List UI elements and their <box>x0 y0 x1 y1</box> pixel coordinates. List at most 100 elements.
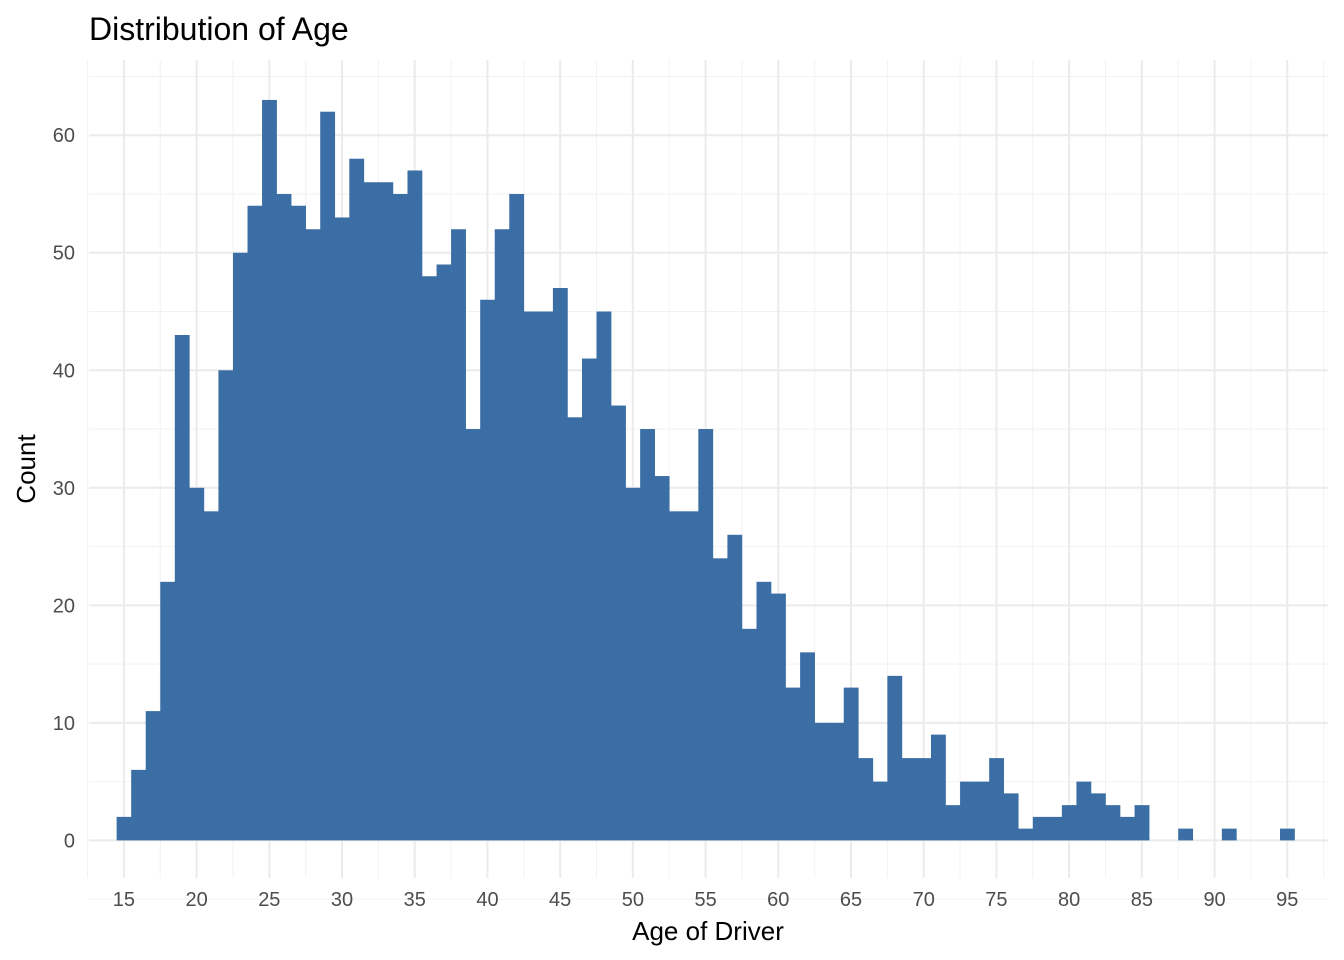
x-tick-label: 45 <box>549 889 571 911</box>
histogram-bar <box>785 687 801 841</box>
histogram-bar <box>349 158 365 841</box>
histogram-bar <box>771 593 786 841</box>
histogram-bar <box>712 558 728 841</box>
x-axis-title: Age of Driver <box>632 916 784 946</box>
histogram-bar <box>654 476 670 841</box>
x-tick-labels: 15 20 25 30 35 40 45 50 55 60 65 70 75 80 85 90 95 <box>113 889 1299 911</box>
x-tick-label: 95 <box>1276 889 1298 911</box>
histogram-bar <box>218 370 234 841</box>
y-tick-label: 50 <box>53 243 75 265</box>
histogram-bar <box>523 311 539 841</box>
histogram-bar <box>581 358 597 841</box>
histogram-bar <box>189 487 205 841</box>
x-tick-label: 30 <box>331 889 353 911</box>
histogram-bar <box>1090 793 1106 841</box>
histogram-bar <box>625 487 641 841</box>
y-tick-label: 20 <box>53 595 75 617</box>
histogram-bar <box>567 417 583 841</box>
histogram-bar <box>509 193 525 841</box>
histogram-bar <box>930 734 946 841</box>
y-tick-label: 0 <box>64 830 75 852</box>
histogram-bar <box>698 429 714 841</box>
y-tick-label: 30 <box>53 478 75 500</box>
histogram-bar <box>131 769 147 841</box>
chart-title: Distribution of Age <box>89 11 349 47</box>
histogram-bar <box>611 405 626 841</box>
bars <box>116 99 1295 841</box>
histogram-bar <box>291 205 306 841</box>
histogram-bar <box>1061 805 1077 841</box>
x-tick-label: 70 <box>913 889 935 911</box>
y-tick-label: 10 <box>53 713 75 735</box>
x-tick-label: 90 <box>1203 889 1225 911</box>
histogram-bar <box>232 252 248 841</box>
x-tick-label: 65 <box>840 889 862 911</box>
histogram-bar <box>756 581 772 841</box>
histogram-bar <box>1178 828 1194 841</box>
histogram-bar <box>1280 828 1295 841</box>
histogram-bar <box>247 205 263 841</box>
histogram-bar <box>974 781 990 841</box>
histogram-bar <box>305 229 321 841</box>
histogram-bar <box>116 816 132 841</box>
x-tick-label: 50 <box>622 889 644 911</box>
x-tick-label: 75 <box>985 889 1007 911</box>
histogram-bar <box>669 511 685 841</box>
histogram-bar <box>727 534 743 841</box>
histogram-bar <box>334 217 350 841</box>
y-tick-label: 60 <box>53 125 75 147</box>
y-tick-label: 40 <box>53 360 75 382</box>
x-tick-label: 35 <box>404 889 426 911</box>
y-axis-title: Count <box>11 434 41 504</box>
histogram-bar <box>436 264 452 841</box>
histogram-bar <box>916 758 932 841</box>
histogram-bar <box>276 193 292 841</box>
histogram-bar <box>145 711 161 841</box>
histogram-bar <box>407 170 423 841</box>
histogram-bar <box>800 652 815 841</box>
y-tick-labels: 0 10 20 30 40 50 60 <box>53 125 75 852</box>
histogram-bar <box>494 229 510 841</box>
x-tick-label: 20 <box>185 889 207 911</box>
histogram-bar <box>872 781 888 841</box>
histogram-bar <box>1221 828 1237 841</box>
histogram-bar <box>960 781 975 841</box>
histogram-bar <box>1003 793 1019 841</box>
histogram-bar <box>465 429 481 841</box>
histogram-bar <box>596 311 612 841</box>
histogram-bar <box>814 722 830 841</box>
histogram-bar <box>843 687 859 841</box>
x-tick-label: 60 <box>767 889 789 911</box>
x-tick-label: 55 <box>694 889 716 911</box>
histogram-bar <box>1134 805 1150 841</box>
histogram-bar <box>1047 816 1063 841</box>
histogram-bar <box>1076 781 1092 841</box>
x-tick-label: 85 <box>1131 889 1153 911</box>
histogram-bar <box>552 288 568 841</box>
histogram-bar <box>422 276 437 841</box>
histogram-bar <box>901 758 917 841</box>
histogram-bar <box>378 182 394 841</box>
histogram-bar <box>683 511 699 841</box>
histogram-bar <box>203 511 219 841</box>
histogram-bar <box>320 111 336 841</box>
histogram-bar <box>174 335 190 841</box>
histogram-bar <box>538 311 554 841</box>
histogram-bar <box>1018 828 1034 841</box>
x-tick-label: 80 <box>1058 889 1080 911</box>
histogram-bar <box>858 758 874 841</box>
histogram-bar <box>741 628 757 841</box>
histogram-bar <box>640 429 655 841</box>
histogram-bar <box>1105 805 1121 841</box>
grid <box>87 60 1328 900</box>
histogram-bar <box>451 229 466 841</box>
histogram-bar <box>887 675 903 841</box>
histogram-bar <box>363 182 379 841</box>
x-tick-label: 40 <box>476 889 498 911</box>
histogram-bar <box>392 193 408 841</box>
histogram-bar <box>989 758 1005 841</box>
x-tick-label: 15 <box>113 889 135 911</box>
histogram-bar <box>829 722 845 841</box>
histogram-bar <box>1120 816 1135 841</box>
